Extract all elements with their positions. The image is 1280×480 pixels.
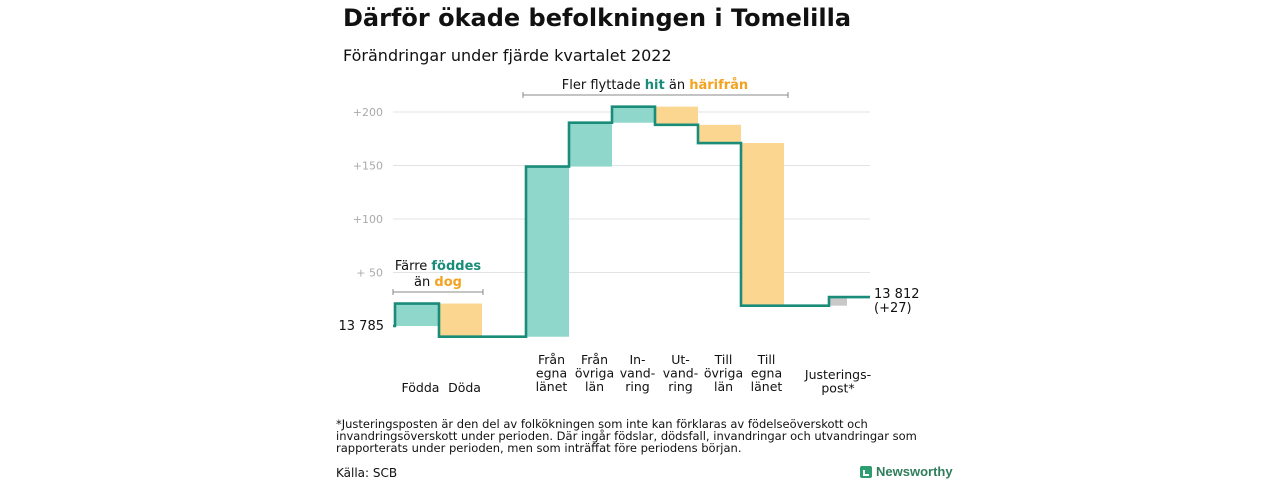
bar-justeringspost: [829, 297, 847, 306]
x-tick-label: övriga: [704, 366, 743, 381]
x-tick-label: Döda: [448, 380, 481, 395]
annotation-fewer-born: Färre föddes: [395, 259, 482, 274]
x-tick-label: övriga: [575, 366, 614, 381]
end-change-label: (+27): [874, 301, 912, 316]
end-value-label: 13 812: [874, 287, 920, 302]
x-tick-label: ring: [668, 379, 692, 394]
source-label: Källa: SCB: [336, 466, 398, 480]
newsworthy-icon: [860, 465, 872, 478]
x-tick-label: Födda: [402, 380, 440, 395]
bar-tillövrigalän: [698, 124, 741, 144]
x-tick-label: Till: [757, 352, 776, 367]
bar-utvandring: [655, 106, 698, 125]
x-tick-label: Justerings-: [804, 367, 871, 382]
waterfall-chart: + 50+100+150+200 Födda DödaFrånegnalänetF…: [339, 78, 920, 396]
brand-name: Newsworthy: [876, 464, 953, 479]
bar-invandring: [612, 106, 655, 123]
y-tick-label: +100: [353, 213, 383, 226]
x-tick-label: egna: [751, 366, 782, 381]
y-tick-label: +200: [353, 106, 383, 119]
chart-subtitle: Förändringar under fjärde kvartalet 2022: [343, 46, 672, 65]
y-tick-label: +150: [353, 160, 383, 173]
x-tick-label: ring: [625, 379, 649, 394]
x-tick-label: vand-: [620, 366, 655, 381]
x-tick-label: län: [585, 379, 604, 394]
bar-tillegnalänet: [741, 143, 784, 306]
x-tick-label: län: [714, 379, 733, 394]
footnote: *Justeringsposten är den del av folkökni…: [336, 417, 917, 455]
x-tick-label: In-: [629, 352, 645, 367]
bar-födda: [395, 303, 438, 326]
x-tick-label: Från: [538, 352, 565, 367]
annotation-than-died: än dog: [414, 275, 462, 290]
x-tick-label: Till: [714, 352, 733, 367]
x-tick-label: post*: [821, 381, 854, 396]
x-tick-label: egna: [536, 366, 567, 381]
bar-frånegnalänet: [526, 166, 569, 337]
x-tick-label: Från: [581, 352, 608, 367]
cumulative-line: [393, 105, 870, 339]
x-tick-label: vand-: [663, 366, 698, 381]
labels: Födda DödaFrånegnalänetFrånövrigalänIn-va…: [339, 287, 920, 395]
x-tick-label: länet: [751, 379, 783, 394]
chart-title: Därför ökade befolkningen i Tomelilla: [343, 4, 852, 32]
bar-frånövrigalän: [569, 122, 612, 167]
y-tick-label: + 50: [356, 267, 383, 280]
brand-logo: Newsworthy: [860, 464, 953, 479]
x-tick-label: länet: [536, 379, 568, 394]
start-value-label: 13 785: [339, 319, 385, 334]
bar-döda: [439, 303, 482, 337]
bars: [395, 106, 847, 337]
annotation-moved-in: Fler flyttade hit än härifrån: [562, 78, 748, 93]
cumulative-step-line: [393, 105, 870, 339]
x-tick-label: Ut-: [671, 352, 690, 367]
